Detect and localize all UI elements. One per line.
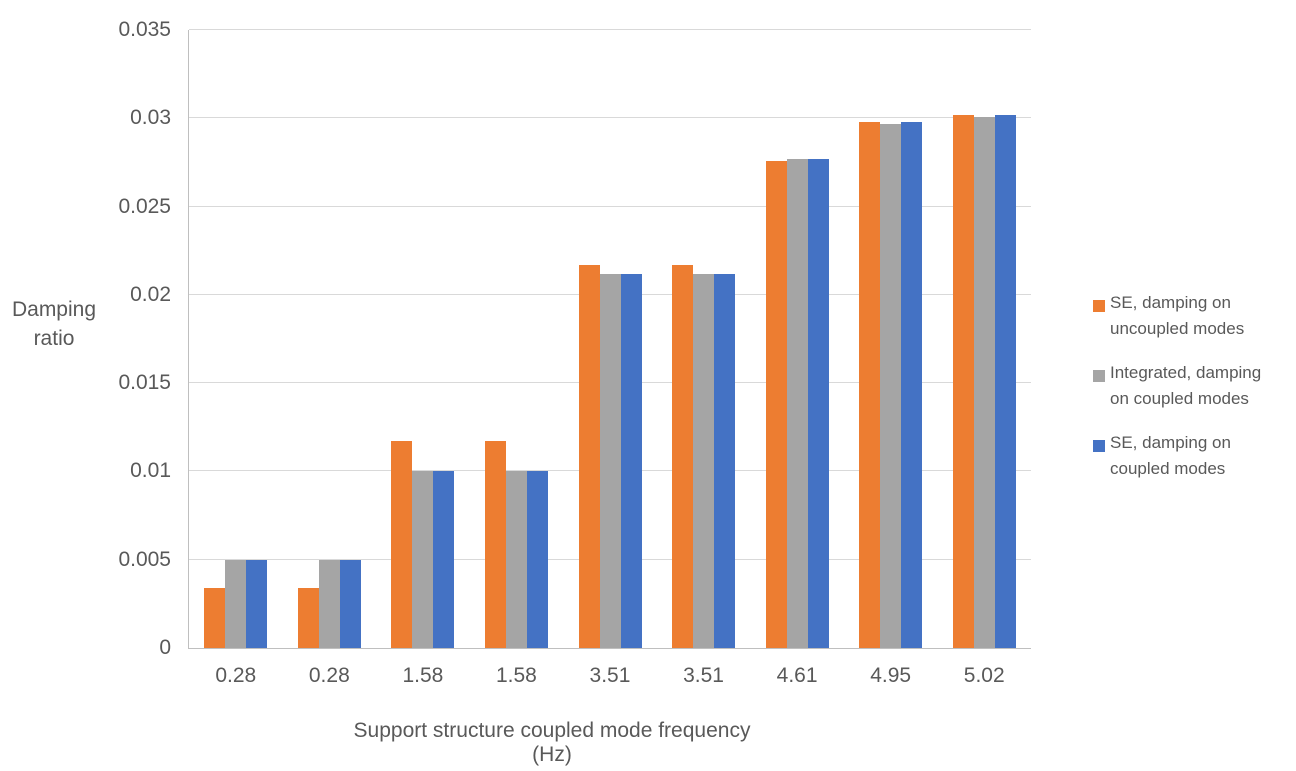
legend-label-line: Integrated, damping [1110,363,1262,382]
y-axis-line [188,30,189,649]
legend-item: SE, damping on coupled modes [1093,430,1296,482]
bar-series1-group7 [765,160,787,648]
bar-series3-group3 [433,471,455,648]
y-axis-title-line2: ratio [33,327,75,350]
bar-series2-group7 [786,158,808,648]
y-tick-label: 0.025 [118,194,171,218]
bar-series1-group1 [204,587,226,648]
bar-series2-group3 [412,471,434,648]
x-tick-label: 1.58 [495,664,537,687]
bar-series2-group4 [505,471,527,648]
x-tick-label: 4.95 [870,664,912,687]
y-tick-label: 0.015 [118,371,171,395]
legend-label: Integrated, damping on coupled modes [1110,360,1261,412]
bar-series3-group6 [714,273,736,648]
bar-series1-group2 [297,587,319,648]
x-tick-label: 0.28 [215,664,257,687]
gridline [189,29,1031,30]
legend-swatch [1093,440,1105,452]
y-tick-label: 0.01 [130,459,171,483]
legend-label-line: uncoupled modes [1110,319,1245,338]
bar-series2-group9 [973,116,995,648]
gridline [189,205,1031,207]
legend-swatch [1093,300,1105,312]
bar-series3-group2 [339,559,361,648]
bar-series2-group1 [225,559,247,648]
legend-item: Integrated, damping on coupled modes [1093,360,1296,412]
x-tick-label: 3.51 [683,664,724,687]
bar-series1-group6 [672,264,694,648]
bar-series1-group5 [578,264,600,648]
y-tick-label: 0.02 [130,282,171,306]
y-tick-label: 0.03 [130,106,171,130]
x-axis-line [188,648,1031,649]
bar-series2-group6 [693,273,715,648]
legend-label-line: SE, damping on [1110,433,1231,452]
bar-series1-group9 [952,114,974,648]
legend-label-line: SE, damping on [1110,293,1231,312]
y-tick-label: 0 [159,636,171,659]
bar-series3-group1 [246,559,268,648]
bar-series3-group8 [901,121,923,648]
legend-label-line: on coupled modes [1110,389,1249,408]
y-tick-label: 0.005 [118,547,171,571]
x-tick-label: 0.28 [308,664,350,687]
bar-series3-group9 [994,114,1016,648]
bar-series1-group8 [859,121,881,648]
legend-item: SE, damping on uncoupled modes [1093,290,1296,342]
y-axis-title-line1: Damping [11,298,97,321]
x-axis-title: Support structure coupled mode frequency… [353,719,751,766]
bar-series1-group4 [484,441,506,648]
legend-label: SE, damping on coupled modes [1110,430,1231,482]
legend-label: SE, damping on uncoupled modes [1110,290,1244,342]
x-tick-label: 3.51 [589,664,631,687]
x-tick-label: 5.02 [963,664,1005,687]
gridline [189,117,1031,119]
bar-series2-group5 [599,273,621,648]
legend-label-line: coupled modes [1110,459,1226,478]
y-axis-title: Damping ratio [8,295,100,353]
x-tick-label: 1.58 [402,664,444,687]
bar-series3-group4 [526,471,548,648]
bar-series3-group7 [807,158,829,648]
bar-series2-group8 [880,123,902,648]
bar-series2-group2 [318,559,340,648]
legend-swatch [1093,370,1105,382]
bar-series1-group3 [391,441,413,648]
x-tick-label: 4.61 [776,664,818,687]
bar-series3-group5 [620,273,642,648]
y-tick-label: 0.035 [118,18,171,41]
